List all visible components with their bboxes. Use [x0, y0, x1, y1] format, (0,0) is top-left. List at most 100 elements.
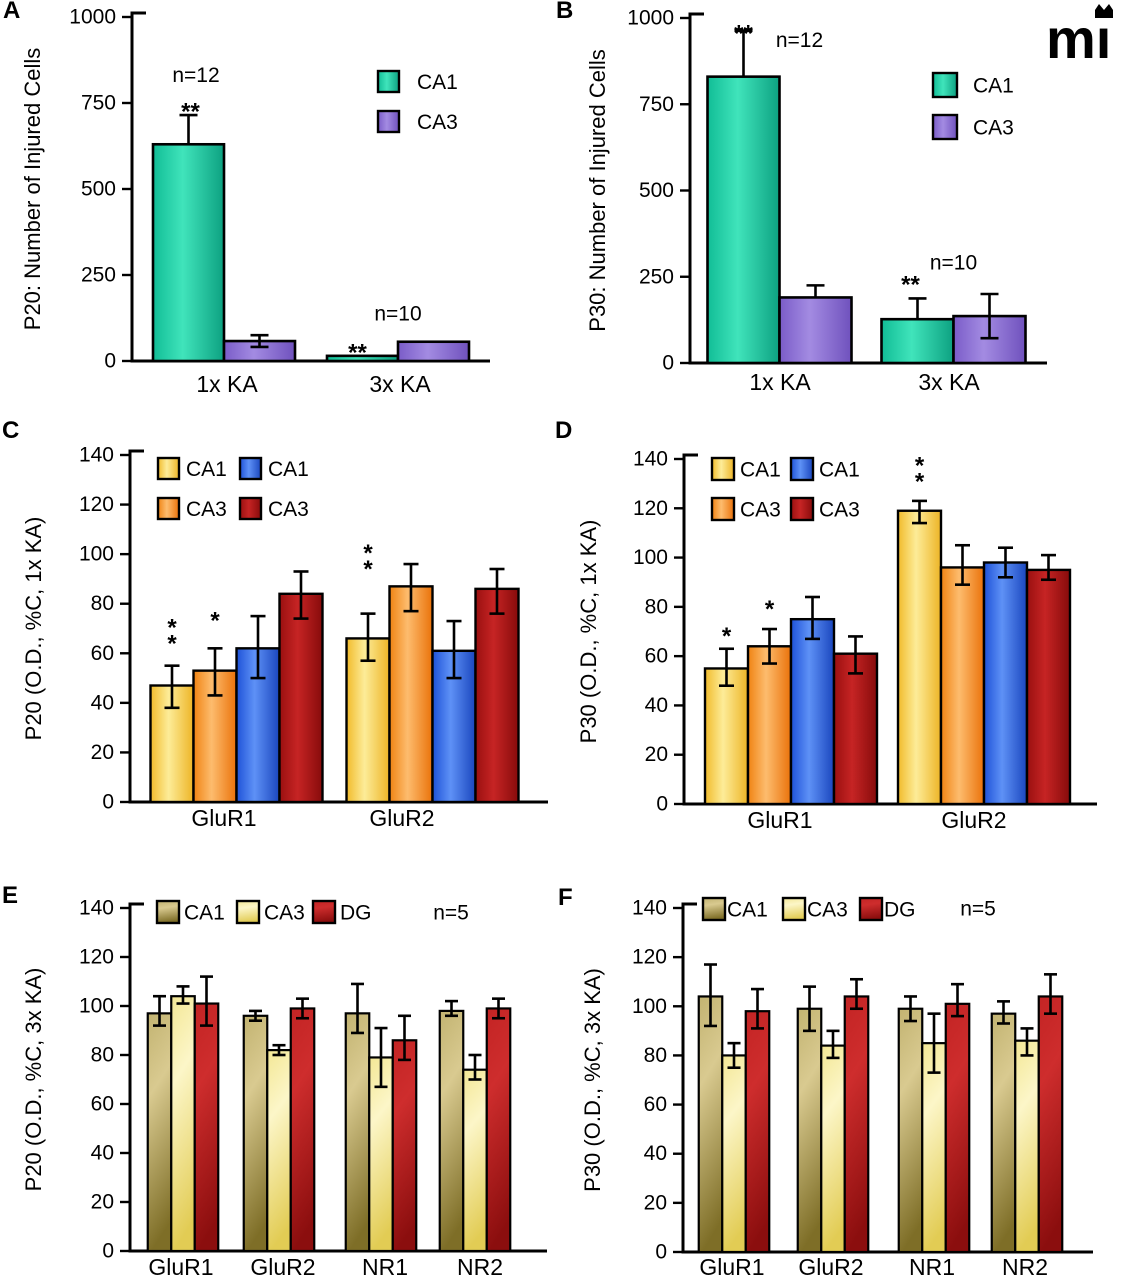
y-tick-label: 500	[639, 179, 674, 202]
y-tick-label: 0	[655, 1241, 667, 1264]
legend-label: CA3	[268, 498, 309, 521]
panel-f-chart: 0 20 40 60 80 100 120 140 P30 (O.D., %C, 3x KA) G…	[550, 860, 1130, 1280]
y-tick-label: 750	[639, 93, 674, 116]
legend-swatch-teal	[931, 71, 959, 99]
bar-ca1-glur2	[896, 509, 943, 806]
y-tick-label: 1000	[627, 7, 674, 30]
panel-letter: A	[3, 0, 20, 24]
bar-ca3-glur2	[388, 585, 434, 804]
bar-ca3-glur2	[266, 1049, 292, 1253]
x-category-label: GluR2	[941, 807, 1006, 833]
legend-label: DG	[884, 899, 916, 922]
bar-ca3-glur2	[474, 587, 520, 804]
bar-dg-glur1	[744, 1010, 771, 1254]
bar-ca1-glur1	[146, 1012, 173, 1253]
y-tick-label: 0	[102, 1240, 114, 1263]
x-category-label: GluR1	[191, 805, 256, 831]
bar-dg-glur2	[289, 1007, 316, 1253]
x-category-label: GluR2	[369, 805, 434, 831]
legend-label: CA1	[268, 458, 309, 481]
y-tick-label: 120	[632, 946, 667, 969]
bar-ca1-glur1	[697, 995, 724, 1254]
y-tick-label: 0	[102, 791, 114, 814]
significance-star: *	[915, 468, 925, 495]
y-tick-label: 80	[91, 1044, 114, 1067]
bar-ca1-glur2	[242, 1014, 269, 1253]
y-tick-label: 80	[645, 595, 668, 618]
significance-star: *	[167, 631, 177, 658]
y-tick-label: 500	[81, 178, 116, 201]
bar-ca1-1x ka	[706, 75, 781, 365]
panel-b-chart: 0 250 500 750 1000 P30: Number of Injured Cel…	[550, 0, 1130, 420]
bar-dg-nr1	[391, 1039, 418, 1253]
significance-star: *	[210, 608, 220, 635]
y-tick-label: 20	[644, 1191, 667, 1214]
panel-letter: C	[2, 420, 19, 444]
legend-swatch-red	[789, 496, 815, 522]
bar-ca3-1x ka	[778, 296, 853, 365]
panel-a-svg: 0 250 500 750 1000 P20: Number of Injured Cel…	[3, 0, 490, 397]
bar-ca3-glur1	[746, 645, 793, 806]
y-tick-label: 0	[662, 352, 674, 375]
bar-ca3-glur2	[820, 1044, 846, 1254]
legend-swatch-red	[238, 496, 263, 521]
significance-star: **	[348, 340, 367, 367]
n-count-label: n=12	[172, 64, 219, 87]
n-count-label: n=5	[960, 898, 996, 921]
y-tick-label: 0	[656, 793, 668, 816]
bar-ca1-3x ka	[880, 317, 955, 365]
significance-star: **	[181, 99, 200, 126]
y-tick-label: 80	[644, 1044, 667, 1067]
legend-swatch-olive	[155, 899, 181, 925]
panel-e-svg: 0 20 40 60 80 100 120 140 P20 (O.D., %C, 3x KA) G…	[2, 882, 547, 1280]
significance-star: *	[722, 623, 732, 650]
legend-swatch-paleyellow	[781, 896, 807, 922]
panel-e-chart: 0 20 40 60 80 100 120 140 P20 (O.D., %C, 3x KA) G…	[0, 860, 550, 1280]
y-axis-label: P30 (O.D., %C, 3x KA)	[580, 968, 605, 1192]
y-tick-label: 40	[91, 691, 114, 714]
legend-label: CA3	[264, 902, 305, 925]
bar-ca3-3x ka	[396, 340, 471, 363]
bar-dg-nr2	[485, 1007, 512, 1253]
y-axis-label: P30 (O.D., %C, 1x KA)	[576, 520, 601, 744]
panel-letter: E	[2, 882, 18, 909]
bar-ca3-nr1	[921, 1042, 947, 1254]
y-tick-label: 250	[639, 265, 674, 288]
panel-b-svg: 0 250 500 750 1000 P30: Number of Injured Cel…	[556, 0, 1047, 395]
panel-letter: F	[558, 884, 573, 911]
y-tick-label: 40	[91, 1142, 114, 1165]
legend-swatch-orange	[710, 496, 736, 522]
y-tick-label: 20	[91, 1191, 114, 1214]
y-axis-label: P30: Number of Injured Cells	[585, 49, 610, 331]
significance-star: *	[363, 540, 373, 567]
legend-label: CA1	[184, 902, 225, 925]
bar-ca1-nr1	[897, 1007, 924, 1254]
legend-label: DG	[340, 902, 372, 925]
y-tick-label: 140	[633, 448, 668, 471]
x-category-label: 3x KA	[369, 371, 431, 397]
axes	[130, 11, 490, 363]
mi-logo-crown-icon	[1095, 4, 1113, 18]
bar-dg-glur1	[193, 1002, 220, 1253]
legend-label: CA3	[973, 117, 1014, 140]
y-tick-label: 100	[633, 546, 668, 569]
x-category-label: 1x KA	[196, 371, 258, 397]
legend-swatch-dgred	[311, 899, 337, 925]
bar-ca1-glur1	[703, 667, 750, 806]
y-tick-label: 60	[91, 642, 114, 665]
n-count-label: n=10	[930, 251, 977, 274]
legend-swatch-olive	[701, 896, 727, 922]
legend-swatch-teal	[376, 69, 401, 94]
y-axis-label: P20: Number of Injured Cells	[20, 48, 45, 330]
bar-ca3-glur1	[721, 1054, 747, 1254]
significance-star: *	[765, 596, 775, 623]
y-tick-label: 0	[104, 350, 116, 373]
axes	[682, 453, 1097, 806]
legend-label: CA1	[973, 75, 1014, 98]
y-axis-label: P20 (O.D., %C, 3x KA)	[21, 968, 46, 1192]
bar-ca3-glur1	[832, 652, 879, 806]
bar-ca1-glur1	[789, 617, 836, 806]
x-category-label: GluR1	[699, 1254, 764, 1280]
y-tick-label: 100	[632, 995, 667, 1018]
